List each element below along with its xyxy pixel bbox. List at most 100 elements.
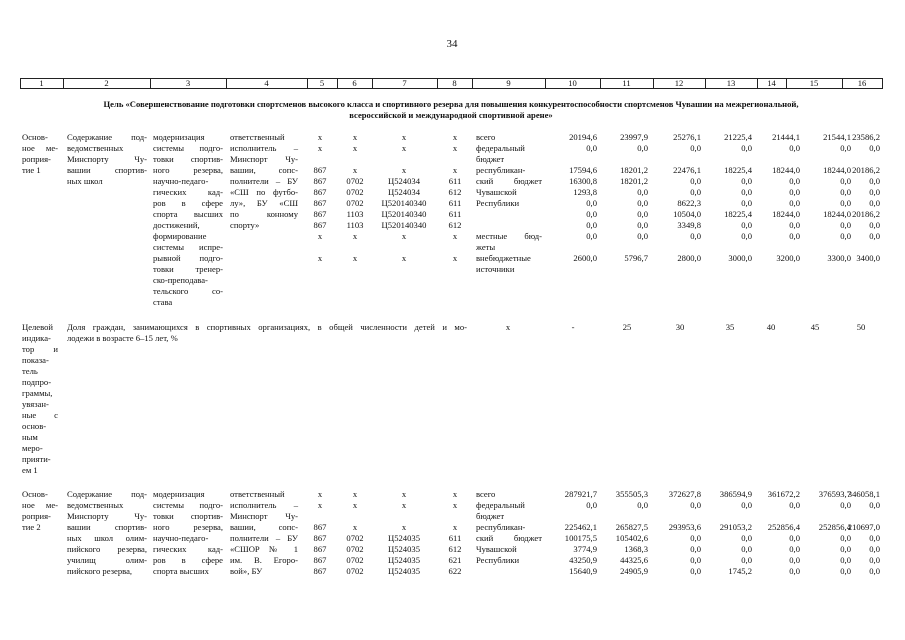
code: x — [352, 143, 358, 153]
cell-text: ведомственных — [67, 500, 124, 510]
cell-text: вашии спортив- — [67, 165, 147, 175]
amount: 25276,1 — [673, 132, 701, 142]
rule — [472, 78, 473, 89]
cell-text: вашии, сопс- — [230, 522, 298, 532]
amount: 0,0 — [741, 533, 752, 543]
code: 611 — [448, 209, 462, 219]
rule — [63, 78, 64, 89]
code: 622 — [448, 566, 462, 576]
cell-text: товки спортив- — [153, 511, 223, 521]
code: 867 — [313, 220, 327, 230]
code: 867 — [313, 165, 327, 175]
column-number: 8 — [452, 78, 457, 88]
code: x — [352, 253, 358, 263]
code: 0702 — [346, 176, 364, 186]
amount: 0,0 — [637, 198, 648, 208]
code: x — [401, 165, 407, 175]
code: x — [317, 132, 323, 142]
amount: 287921,7 — [564, 489, 597, 499]
code: Ц524035 — [388, 566, 420, 576]
amount: 0,0 — [840, 500, 851, 510]
cell-text: модернизация — [153, 132, 205, 142]
cell-text: тор и — [22, 344, 58, 354]
code: x — [452, 500, 458, 510]
amount: 23997,9 — [620, 132, 648, 142]
code: x — [352, 489, 358, 499]
amount: 0,0 — [637, 209, 648, 219]
amount: 0,0 — [741, 176, 752, 186]
cell-text: ных школ олим- — [67, 533, 147, 543]
code: x — [401, 500, 407, 510]
amount: 0,0 — [789, 231, 800, 241]
code: 867 — [313, 544, 327, 554]
code: x — [317, 231, 323, 241]
amount: 0,0 — [690, 566, 701, 576]
code: x — [401, 253, 407, 263]
amount: 0,0 — [869, 143, 880, 153]
amount: 18244,0 — [772, 165, 800, 175]
code: x — [352, 165, 358, 175]
cell-text: полнители – БУ — [230, 533, 298, 543]
source: ский бюджет — [476, 533, 542, 543]
code: 621 — [448, 555, 462, 565]
code: x — [401, 143, 407, 153]
code: x — [352, 522, 358, 532]
cell-text: модернизация — [153, 489, 205, 499]
amount: 18225,4 — [724, 209, 752, 219]
column-number: 13 — [726, 78, 736, 88]
code: 611 — [448, 198, 462, 208]
source: всего — [476, 489, 496, 499]
column-number: 3 — [185, 78, 191, 88]
amount: 372627,8 — [668, 489, 701, 499]
rule — [653, 78, 654, 89]
amount: 0,0 — [741, 231, 752, 241]
cell-text: вашии спортив- — [67, 522, 147, 532]
amount: 0,0 — [586, 500, 597, 510]
code: 612 — [448, 187, 462, 197]
cell-text: Минспорт Чу- — [230, 154, 298, 164]
amount: 24905,9 — [620, 566, 648, 576]
amount: 2800,0 — [677, 253, 701, 263]
cell-text: ем 1 — [22, 465, 38, 475]
amount: 0,0 — [869, 533, 880, 543]
code: 867 — [313, 198, 327, 208]
rule — [842, 78, 843, 89]
column-number: 2 — [104, 78, 109, 88]
code: 867 — [313, 209, 327, 219]
amount: 0,0 — [741, 544, 752, 554]
amount: 346058,1 — [847, 489, 880, 499]
cell-text: ров в сфере — [153, 555, 223, 565]
amount: 20186,2 — [852, 209, 880, 219]
source: ский бюджет — [476, 176, 542, 186]
amount: 3774,9 — [573, 544, 597, 554]
code: x — [352, 231, 358, 241]
amount: 16300,8 — [569, 176, 597, 186]
code: 867 — [313, 566, 327, 576]
cell-text: прияти- — [22, 454, 51, 464]
cell-text: Содержание под- — [67, 489, 147, 499]
amount: 0,0 — [690, 187, 701, 197]
code: Ц524035 — [388, 555, 420, 565]
rule — [757, 78, 758, 89]
code: 0702 — [346, 555, 364, 565]
cell-text: става — [153, 297, 173, 307]
cell-text: Основ- — [22, 489, 48, 499]
cell-text: тие 1 — [22, 165, 41, 175]
source: бюджет — [476, 154, 505, 164]
code: 867 — [313, 176, 327, 186]
amount: 0,0 — [840, 198, 851, 208]
amount: 265827,5 — [615, 522, 648, 532]
rule — [600, 78, 601, 89]
amount: 105402,6 — [615, 533, 648, 543]
code: x — [401, 522, 407, 532]
cell-text: пийского резерва, — [67, 566, 133, 576]
amount: 15640,9 — [569, 566, 597, 576]
indicator-text: лодежи в возрасте 6–15 лет, % — [67, 333, 178, 343]
amount: 0,0 — [690, 143, 701, 153]
amount: 0,0 — [789, 500, 800, 510]
code: Ц520140340 — [381, 220, 427, 230]
code: x — [317, 143, 323, 153]
source: республикан- — [476, 522, 526, 532]
rule — [372, 78, 373, 89]
code: 0702 — [346, 533, 364, 543]
